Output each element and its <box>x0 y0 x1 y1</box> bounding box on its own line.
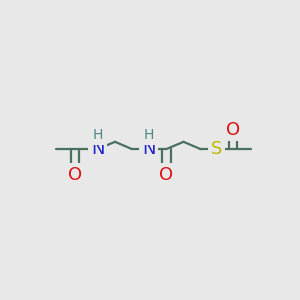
Text: H: H <box>144 128 154 142</box>
Text: N: N <box>142 140 156 158</box>
Text: O: O <box>226 121 240 139</box>
Text: O: O <box>159 166 173 184</box>
Text: S: S <box>211 140 222 158</box>
Text: O: O <box>68 166 82 184</box>
Text: N: N <box>91 140 104 158</box>
Text: H: H <box>92 128 103 142</box>
